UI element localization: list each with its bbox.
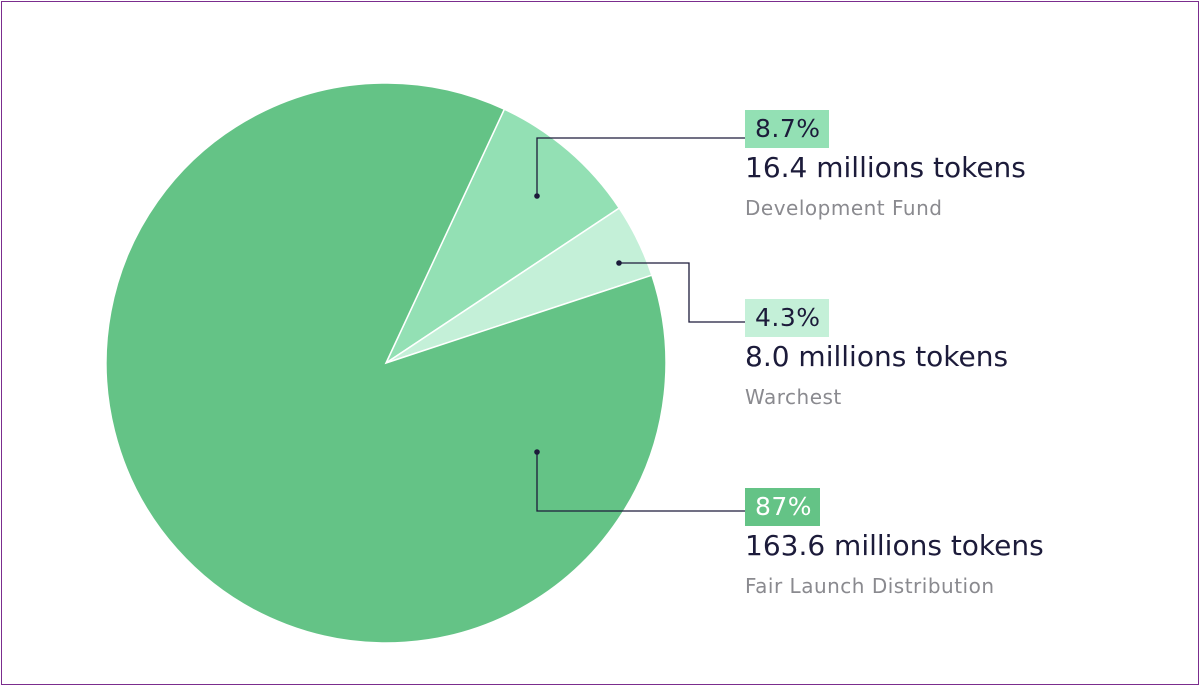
legend-warchest: 4.3% 8.0 millions tokens Warchest [745,299,1008,410]
tokens-warchest: 8.0 millions tokens [745,340,1009,373]
leader-line-warchest [619,262,745,323]
percent-badge-development-fund: 8.7% [745,110,829,148]
leader-line-fair-launch-distribution [536,452,745,512]
leader-dot-warchest [616,260,622,266]
pie-slice-fair-launch-distribution [105,82,667,644]
label-development-fund: Development Fund [745,196,943,220]
percent-badge-warchest: 4.3% [745,299,829,337]
legend-fair-launch: 87% 163.6 millions tokens Fair Launch Di… [745,488,1044,599]
leader-dot-fair-launch-distribution [534,449,540,455]
tokens-fair-launch: 163.6 millions tokens [745,529,1044,562]
leader-line-development-fund [536,137,745,196]
label-warchest: Warchest [745,385,842,409]
percent-badge-fair-launch: 87% [745,488,821,526]
label-fair-launch: Fair Launch Distribution [745,574,995,598]
leader-dot-development-fund [534,193,540,199]
pie-slice-development-fund [384,108,621,366]
tokens-development-fund: 16.4 millions tokens [745,151,1026,184]
legend-development-fund: 8.7% 16.4 millions tokens Development Fu… [745,110,1026,221]
